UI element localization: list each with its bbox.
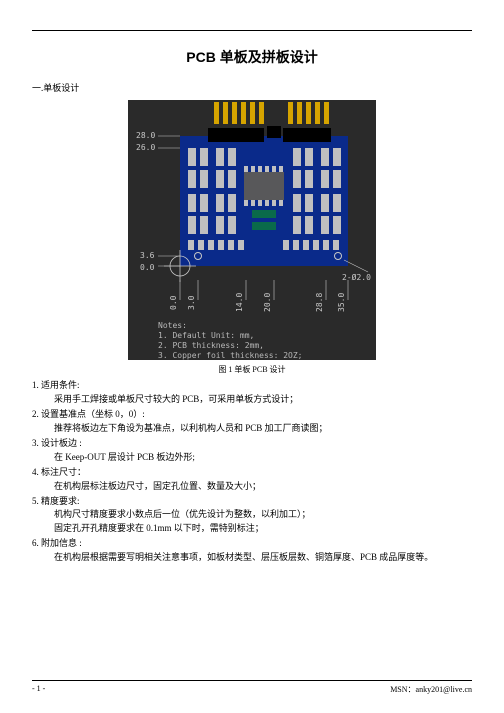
list-item-head: 2. 设置基准点（坐标 0，0）:	[32, 408, 472, 422]
svg-text:1. Default Unit: mm,: 1. Default Unit: mm,	[158, 331, 254, 340]
figure-caption: 图 1 单板 PCB 设计	[32, 364, 472, 375]
svg-text:3.0: 3.0	[187, 295, 196, 310]
page-number: - 1 -	[32, 684, 45, 695]
list-item-head: 3. 设计板边 :	[32, 437, 472, 451]
svg-text:28.8: 28.8	[315, 293, 324, 312]
svg-text:0.0: 0.0	[140, 263, 155, 272]
svg-text:28.0: 28.0	[136, 131, 155, 140]
svg-text:35.0: 35.0	[337, 293, 346, 312]
list-item-head: 5. 精度要求:	[32, 495, 472, 509]
list-item-body: 机构尺寸精度要求小数点后一位（优先设计为整数，以利加工）；	[32, 508, 472, 522]
svg-text:3.6: 3.6	[140, 251, 155, 260]
list-item-body: 采用手工焊接或单板尺寸较大的 PCB，可采用单板方式设计；	[32, 393, 472, 407]
section-heading: 一.单板设计	[32, 81, 472, 94]
list-item: 2. 设置基准点（坐标 0，0）:推荐将板边左下角设为基准点，以利机构人员和 P…	[32, 408, 472, 436]
svg-text:0.0: 0.0	[169, 295, 178, 310]
list-item: 6. 附加信息 :在机构层根据需要写明相关注意事项，如板材类型、层压板层数、铜箔…	[32, 537, 472, 565]
list-item-body: 在机构层根据需要写明相关注意事项，如板材类型、层压板层数、铜箔厚度、PCB 成品…	[32, 551, 472, 565]
list-item-body: 固定孔开孔精度要求在 0.1mm 以下时，需特别标注；	[32, 522, 472, 536]
list-item-head: 4. 标注尺寸：	[32, 466, 472, 480]
list-item-body: 推荐将板边左下角设为基准点，以利机构人员和 PCB 加工厂商读图；	[32, 422, 472, 436]
svg-text:14.0: 14.0	[235, 293, 244, 312]
page-title: PCB 单板及拼板设计	[32, 47, 472, 67]
list-item-body: 在机构层标注板边尺寸，固定孔位置、数量及大小；	[32, 480, 472, 494]
pcb-figure: 28.0 26.0 3.6 0.0 0.0 3.0 14.0 20.0 28.8…	[128, 100, 376, 360]
list-item: 1. 适用条件:采用手工焊接或单板尺寸较大的 PCB，可采用单板方式设计；	[32, 379, 472, 407]
figure-container: 28.0 26.0 3.6 0.0 0.0 3.0 14.0 20.0 28.8…	[128, 100, 376, 362]
svg-text:Notes:: Notes:	[158, 321, 187, 330]
svg-text:2. PCB thickness: 2mm,: 2. PCB thickness: 2mm,	[158, 341, 264, 350]
page-footer: - 1 - MSN：anky201@live.cn	[32, 680, 472, 695]
list-item: 3. 设计板边 :在 Keep-OUT 层设计 PCB 板边外形;	[32, 437, 472, 465]
list-item: 5. 精度要求:机构尺寸精度要求小数点后一位（优先设计为整数，以利加工）；固定孔…	[32, 495, 472, 537]
svg-text:2-Ø2.0: 2-Ø2.0	[342, 272, 371, 282]
list-item-body: 在 Keep-OUT 层设计 PCB 板边外形;	[32, 451, 472, 465]
list-item-head: 6. 附加信息 :	[32, 537, 472, 551]
svg-text:26.0: 26.0	[136, 143, 155, 152]
footer-contact: MSN：anky201@live.cn	[390, 684, 472, 695]
svg-text:3. Copper foil thickness: 2OZ;: 3. Copper foil thickness: 2OZ;	[158, 351, 303, 360]
list-item-head: 1. 适用条件:	[32, 379, 472, 393]
list-item: 4. 标注尺寸：在机构层标注板边尺寸，固定孔位置、数量及大小；	[32, 466, 472, 494]
svg-text:20.0: 20.0	[263, 293, 272, 312]
content-list: 1. 适用条件:采用手工焊接或单板尺寸较大的 PCB，可采用单板方式设计；2. …	[32, 379, 472, 565]
